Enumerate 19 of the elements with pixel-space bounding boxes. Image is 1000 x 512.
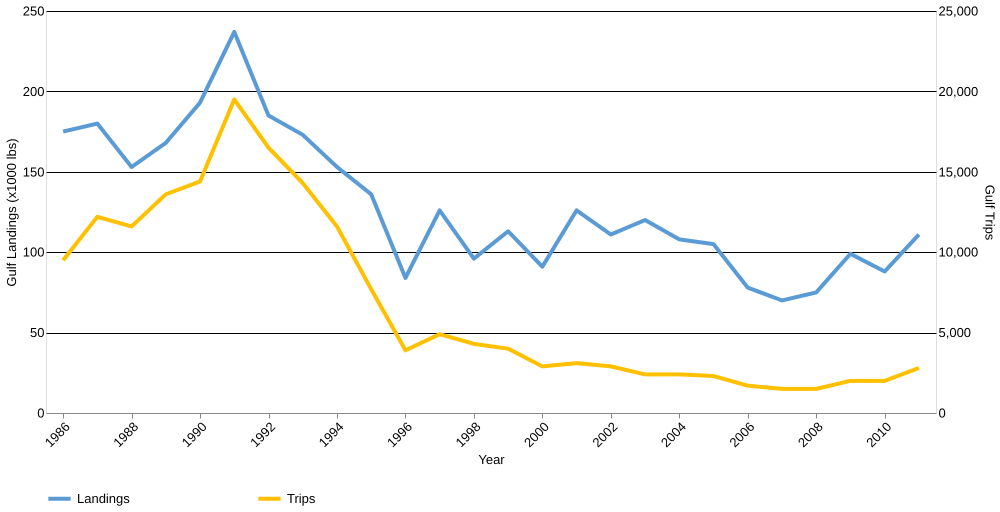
y-tick-label: 250 bbox=[22, 4, 44, 18]
y-axis-title: Gulf Landings (x1000 lbs) bbox=[4, 138, 19, 287]
y2-tick-label: 0 bbox=[938, 406, 946, 420]
y2-tick-label: 5,000 bbox=[938, 325, 972, 340]
legend-label: Trips bbox=[287, 490, 316, 506]
y2-tick-label: 25,000 bbox=[938, 4, 978, 18]
line-series bbox=[61, 30, 921, 302]
y-tick-label: 150 bbox=[22, 164, 44, 180]
y2-axis-title: Gulf Trips bbox=[982, 184, 998, 241]
y2-tick-label: 15,000 bbox=[938, 164, 978, 180]
y-tick-label: 0 bbox=[37, 406, 44, 420]
x-axis-title: Year bbox=[478, 452, 506, 468]
y-tick-label: 50 bbox=[30, 325, 44, 340]
legend-label: Landings bbox=[77, 490, 130, 506]
y2-tick-label: 10,000 bbox=[938, 244, 978, 260]
y2-tick-label: 20,000 bbox=[938, 84, 978, 99]
y-tick-label: 100 bbox=[22, 244, 44, 260]
y-tick-label: 200 bbox=[22, 84, 44, 99]
line-series bbox=[61, 97, 921, 391]
